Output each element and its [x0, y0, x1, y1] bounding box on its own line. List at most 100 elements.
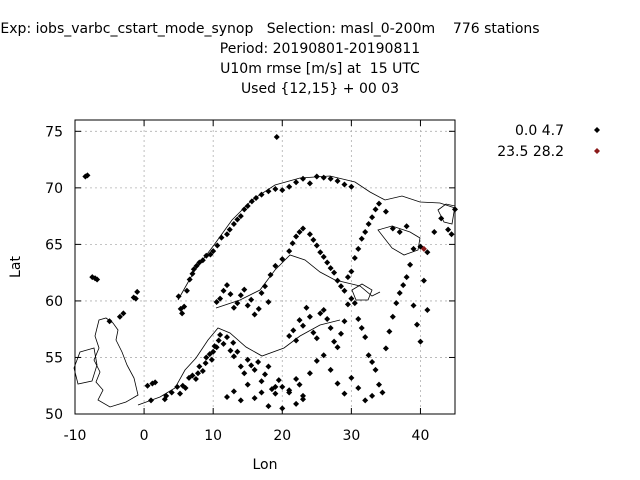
station-point-series-0 — [286, 248, 293, 255]
station-point-series-0 — [344, 274, 351, 281]
station-point-series-0 — [327, 265, 334, 272]
station-point-series-0 — [217, 331, 224, 338]
station-point-series-0 — [213, 299, 220, 306]
station-point-series-0 — [177, 390, 184, 397]
station-point-series-0 — [234, 300, 241, 307]
station-point-series-0 — [207, 251, 214, 258]
station-point-series-0 — [199, 257, 206, 264]
station-point-series-0 — [241, 286, 248, 293]
station-point-series-0 — [272, 383, 279, 390]
station-point-series-0 — [396, 290, 403, 297]
coastline-continent — [137, 319, 341, 406]
station-point-series-0 — [317, 249, 324, 256]
station-point-series-0 — [84, 172, 91, 179]
x-tick-label: -10 — [64, 428, 87, 444]
station-point-series-0 — [324, 316, 331, 323]
station-point-series-0 — [230, 304, 237, 311]
legend-marker-series-1 — [594, 148, 600, 154]
chart-title-line-4: Used {12,15} + 00 03 — [240, 81, 400, 97]
station-point-series-0 — [248, 296, 255, 303]
coastline-britain — [93, 317, 139, 408]
station-point-series-0 — [273, 133, 280, 140]
station-point-series-0 — [351, 300, 358, 307]
station-point-series-0 — [265, 403, 272, 410]
station-point-series-0 — [226, 226, 233, 233]
station-point-series-0 — [365, 221, 372, 228]
x-tick-label: 40 — [412, 428, 430, 444]
station-point-series-0 — [203, 252, 210, 259]
station-point-series-0 — [355, 316, 362, 323]
station-point-series-0 — [389, 313, 396, 320]
station-point-series-0 — [210, 248, 217, 255]
station-point-series-0 — [189, 372, 196, 379]
coastline-ladoga — [351, 283, 373, 301]
legend-label-series-1: 23.5 28.2 — [497, 144, 564, 160]
station-point-series-0 — [331, 269, 338, 276]
station-point-series-0 — [132, 295, 139, 302]
station-point-series-0 — [210, 348, 217, 355]
x-tick-label: 10 — [204, 428, 222, 444]
station-point-series-0 — [208, 356, 215, 363]
y-tick-label: 65 — [45, 237, 63, 253]
station-point-series-0 — [116, 313, 123, 320]
station-point-series-0 — [393, 300, 400, 307]
station-point-series-0 — [224, 394, 230, 401]
station-point-series-0 — [445, 226, 452, 233]
station-point-series-0 — [369, 392, 376, 399]
station-point-series-0 — [424, 249, 431, 256]
x-tick-label: 0 — [140, 428, 149, 444]
station-point-series-0 — [300, 322, 306, 329]
station-point-series-0 — [306, 370, 313, 377]
station-point-series-0 — [420, 277, 427, 284]
station-point-series-0 — [199, 368, 206, 375]
station-point-series-0 — [251, 366, 258, 373]
station-point-series-0 — [244, 302, 251, 309]
station-point-series-0 — [351, 254, 358, 261]
station-point-series-0 — [341, 390, 348, 397]
station-point-series-0 — [186, 276, 193, 283]
x-tick-label: 20 — [273, 428, 291, 444]
station-point-series-0 — [431, 228, 438, 235]
station-point-series-0 — [424, 306, 431, 313]
station-point-series-0 — [382, 208, 389, 215]
station-point-series-0 — [224, 231, 230, 238]
station-point-series-0 — [279, 256, 286, 263]
station-point-series-0 — [338, 330, 344, 337]
y-tick-label: 60 — [45, 294, 63, 310]
station-point-series-0 — [327, 175, 334, 182]
station-point-series-0 — [293, 400, 300, 407]
station-point-series-0 — [241, 370, 248, 377]
station-point-series-0 — [407, 261, 414, 268]
station-point-series-0 — [220, 287, 227, 294]
station-point-series-0 — [152, 379, 159, 386]
station-point-series-0 — [234, 216, 241, 223]
station-point-series-0 — [275, 377, 282, 384]
x-axis-label: Lon — [253, 457, 278, 473]
station-point-series-0 — [148, 397, 154, 404]
station-point-series-0 — [313, 173, 320, 180]
y-tick-label: 55 — [45, 350, 63, 366]
station-point-series-0 — [230, 221, 237, 228]
station-point-series-0 — [230, 353, 237, 360]
station-point-series-0 — [341, 181, 348, 188]
station-point-series-0 — [220, 340, 227, 347]
coastline-kanin — [437, 203, 456, 225]
station-point-series-0 — [365, 352, 372, 359]
station-point-series-0 — [334, 277, 341, 284]
station-point-series-0 — [192, 375, 199, 382]
station-point-series-0 — [279, 405, 286, 412]
station-point-series-0 — [244, 356, 251, 363]
station-point-series-0 — [255, 305, 262, 312]
station-point-series-0 — [286, 387, 293, 394]
station-point-series-0 — [293, 233, 300, 240]
station-point-series-0 — [344, 301, 351, 308]
legend: 0.0 4.7 23.5 28.2 — [497, 123, 600, 160]
station-point-series-0 — [452, 206, 458, 213]
station-point-series-0 — [341, 287, 348, 294]
station-point-series-0 — [369, 358, 376, 365]
station-point-series-0 — [237, 363, 244, 370]
station-point-series-0 — [355, 245, 362, 252]
station-point-series-0 — [324, 259, 331, 266]
station-point-series-0 — [253, 195, 260, 202]
